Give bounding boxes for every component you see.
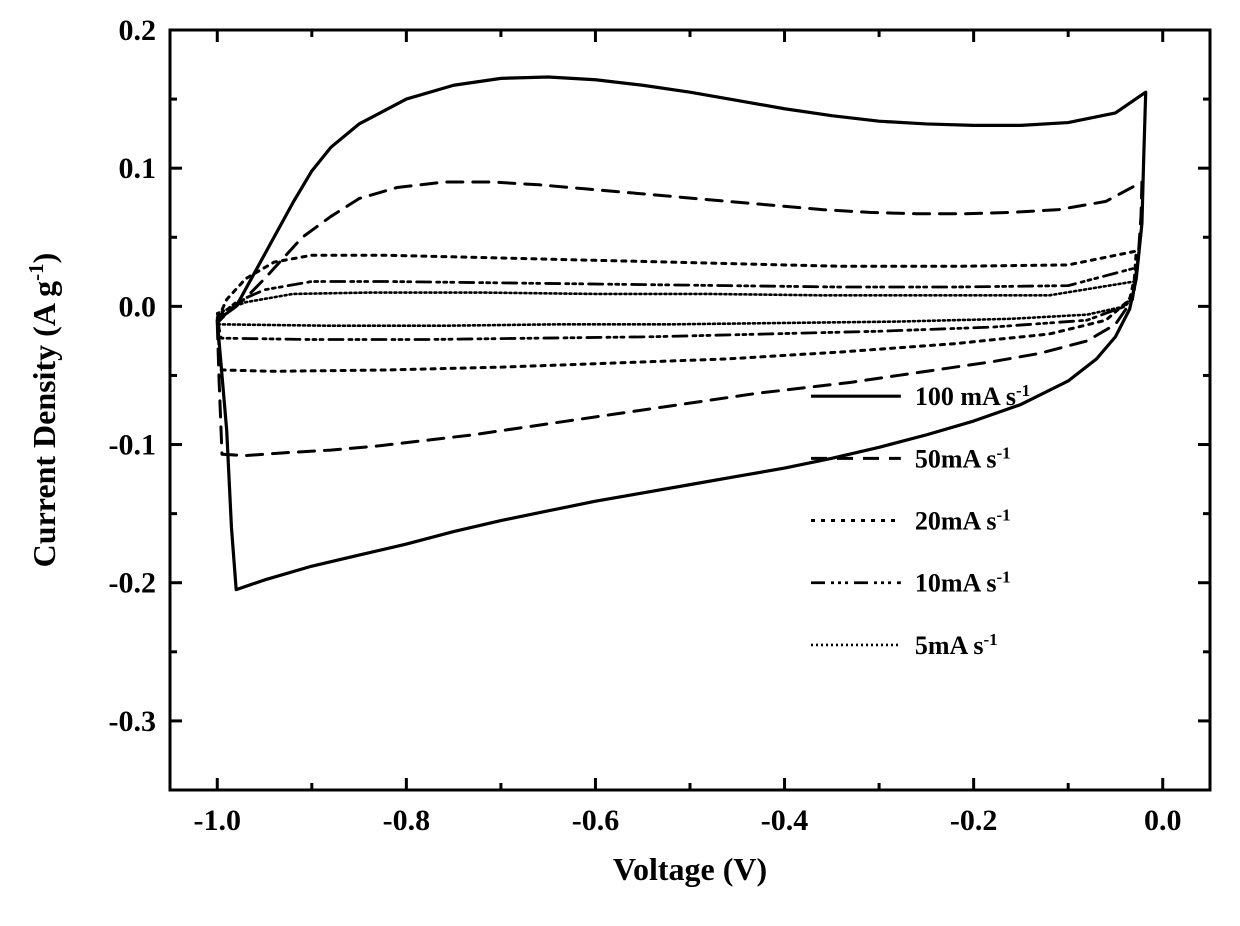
y-tick-label: 0.1 — [119, 152, 157, 185]
chart-svg: -1.0 -0.8 -0.6 -0.4 -0.2 0.0 -0.3 -0.2 -0.1 0.0 0.… — [0, 0, 1240, 926]
y-tick-label: -0.3 — [109, 705, 157, 738]
x-tick-label: -1.0 — [194, 804, 242, 837]
y-tick-label: 0.0 — [119, 290, 157, 323]
x-tick-label: 0.0 — [1144, 804, 1182, 837]
legend-label: 50mA s-1 — [915, 443, 1011, 474]
x-tick-label: -0.2 — [950, 804, 998, 837]
legend-label: 100 mA s-1 — [915, 381, 1030, 412]
legend-label: 20mA s-1 — [915, 505, 1011, 536]
x-tick-label: -0.6 — [572, 804, 620, 837]
chart-bg — [0, 0, 1240, 926]
y-tick-label: -0.1 — [109, 429, 157, 462]
legend-label: 10mA s-1 — [915, 567, 1011, 598]
y-tick-label: 0.2 — [119, 14, 157, 47]
y-axis-label: Current Density (A g-1) — [24, 253, 62, 568]
x-tick-label: -0.8 — [383, 804, 431, 837]
cv-chart: -1.0 -0.8 -0.6 -0.4 -0.2 0.0 -0.3 -0.2 -0.1 0.0 0.… — [0, 0, 1240, 926]
x-axis-label: Voltage (V) — [613, 851, 767, 887]
y-tick-label: -0.2 — [109, 567, 157, 600]
x-tick-label: -0.4 — [761, 804, 809, 837]
